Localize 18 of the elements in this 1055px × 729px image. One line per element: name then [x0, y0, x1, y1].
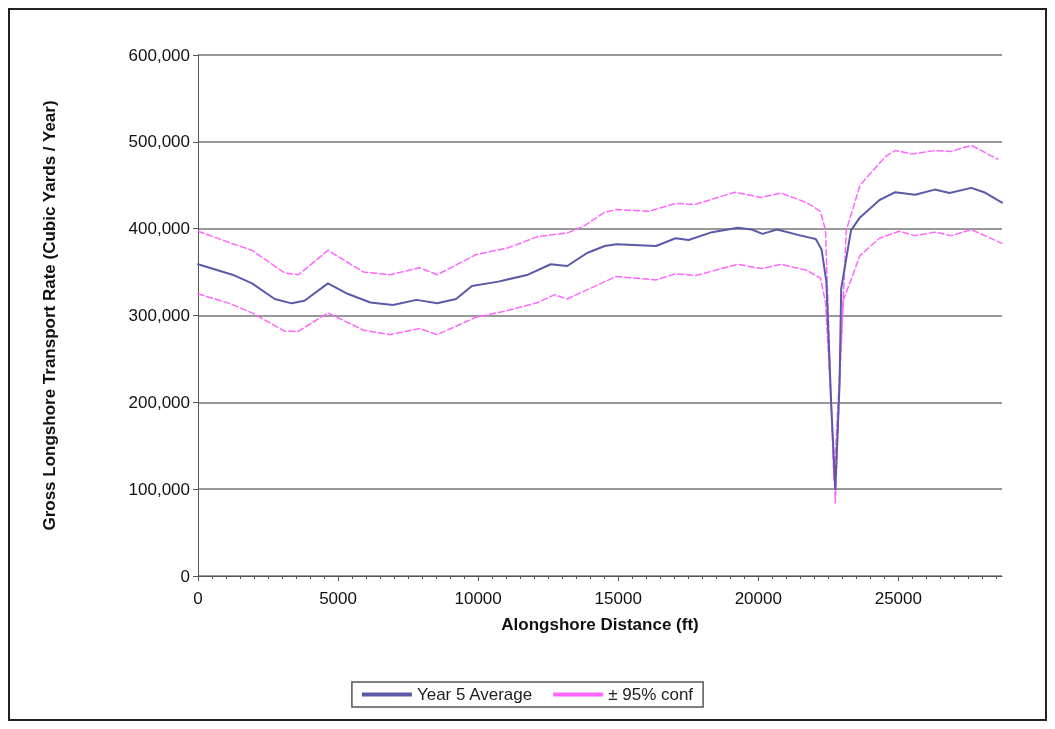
x-axis-title: Alongshore Distance (ft) — [501, 615, 699, 634]
x-tick-label: 15000 — [594, 589, 642, 608]
y-axis-title: Gross Longshore Transport Rate (Cubic Yards / Year) — [40, 100, 59, 531]
y-tick-label: 200,000 — [128, 392, 190, 412]
legend-label: ± 95% conf — [608, 685, 694, 704]
y-tick-label: 100,000 — [128, 479, 190, 499]
y-tick-label: 0 — [180, 566, 190, 586]
y-tick-label: 500,000 — [128, 132, 190, 152]
x-tick-label: 10000 — [454, 589, 502, 608]
y-tick-label: 600,000 — [128, 45, 190, 65]
y-tick-label: 300,000 — [128, 306, 190, 325]
x-tick-label: 20000 — [734, 589, 782, 608]
x-tick-label: 25000 — [874, 589, 922, 608]
x-tick-label: 5000 — [319, 589, 357, 608]
line-series — [197, 186, 1003, 491]
y-tick-label: 400,000 — [128, 219, 190, 239]
legend-label: Year 5 Average — [416, 685, 533, 704]
x-tick-label: 0 — [193, 589, 203, 608]
